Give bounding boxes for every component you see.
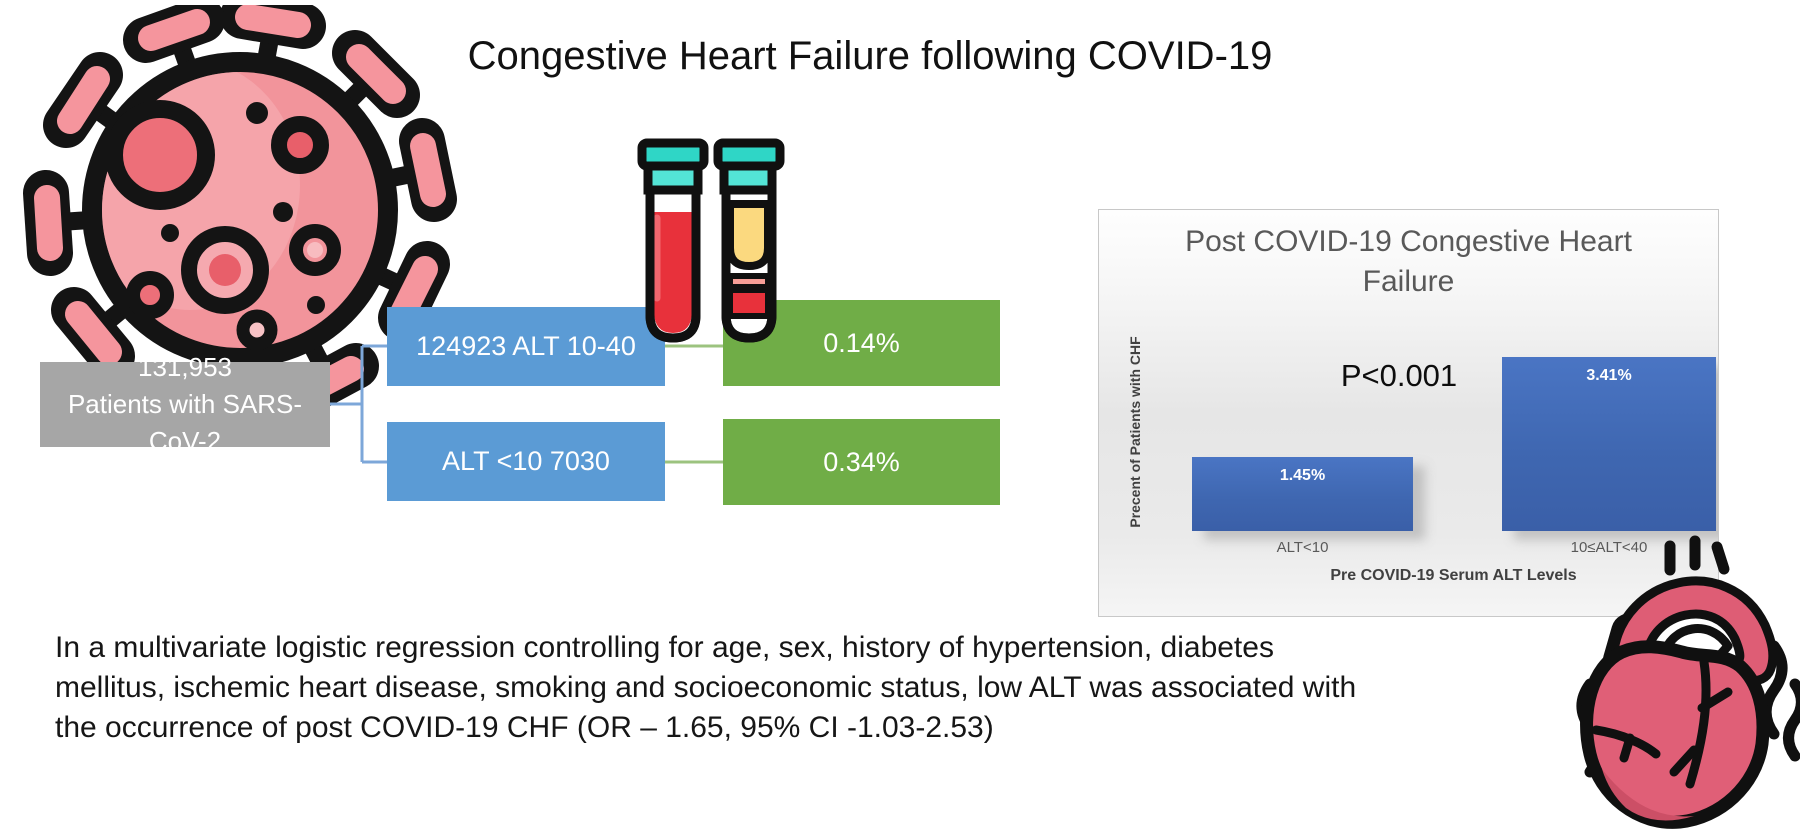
bar-chart-panel: Post COVID-19 Congestive Heart Failure P…: [1098, 209, 1719, 617]
branch-box-low-alt: ALT <10 7030: [387, 422, 665, 501]
bar-value-label: 1.45%: [1279, 467, 1326, 484]
chart-title: Post COVID-19 Congestive Heart Failure: [1185, 225, 1632, 298]
bar-alt-10-40: 3.41%: [1502, 357, 1716, 531]
footnote-line: mellitus, ischemic heart disease, smokin…: [55, 671, 1357, 704]
p-value-annotation: P<0.001: [1340, 358, 1458, 393]
beating-heart-icon: [1576, 535, 1800, 829]
bar-value-label: 3.41%: [1586, 367, 1632, 384]
branch-label: 124923 ALT 10-40: [416, 331, 636, 361]
chart-x-axis-label: Pre COVID-19 Serum ALT Levels: [1330, 567, 1577, 584]
outcome-value: 0.14%: [823, 327, 900, 358]
x-tick-alt-lt10: ALT<10: [1276, 539, 1329, 556]
x-tick-alt-10-40: 10≤ALT<40: [1570, 539, 1648, 556]
cohort-label: Patients with SARS-CoV-2: [67, 389, 303, 456]
branch-box-normal-alt: 124923 ALT 10-40: [387, 307, 665, 386]
blood-test-tubes-icon: [637, 138, 785, 343]
figure-title: Congestive Heart Failure following COVID…: [467, 34, 1273, 78]
cohort-root-box: 131,953 Patients with SARS-CoV-2: [40, 352, 330, 456]
footnote-line: the occurrence of post COVID-19 CHF (OR …: [55, 711, 994, 744]
footnote-text: In a multivariate logistic regression co…: [55, 628, 1475, 748]
chart-y-axis-label: Precent of Patients with CHF: [1127, 336, 1143, 528]
cohort-count: 131,953: [138, 352, 232, 382]
outcome-value: 0.34%: [823, 446, 900, 477]
footnote-line: In a multivariate logistic regression co…: [55, 631, 1274, 664]
outcome-box-low-alt: 0.34%: [723, 419, 1000, 505]
bar-alt-lt10: 1.45%: [1192, 457, 1413, 531]
branch-label: ALT <10 7030: [442, 446, 610, 476]
